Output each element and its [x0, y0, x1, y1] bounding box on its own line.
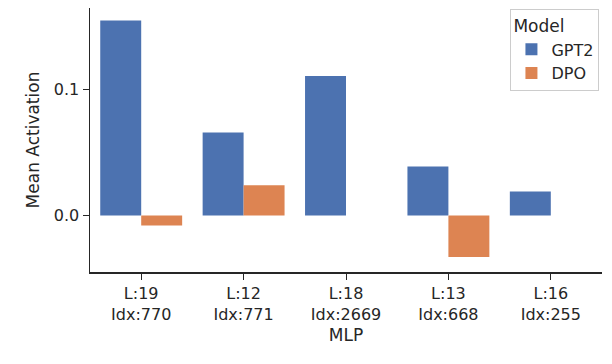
svg-text:Mean Activation: Mean Activation [23, 72, 43, 209]
svg-text:GPT2: GPT2 [551, 41, 593, 60]
svg-text:L:18Idx:2669: L:18Idx:2669 [311, 284, 381, 324]
svg-text:L:16Idx:255: L:16Idx:255 [521, 284, 581, 324]
svg-text:0.1: 0.1 [54, 80, 79, 99]
svg-text:MLP: MLP [329, 325, 363, 345]
svg-text:Model: Model [513, 16, 564, 36]
svg-text:L:19Idx:770: L:19Idx:770 [111, 284, 171, 324]
svg-text:DPO: DPO [551, 64, 586, 83]
svg-text:L:13Idx:668: L:13Idx:668 [418, 284, 478, 324]
svg-text:L:12Idx:771: L:12Idx:771 [213, 284, 273, 324]
svg-text:0.0: 0.0 [54, 206, 79, 225]
